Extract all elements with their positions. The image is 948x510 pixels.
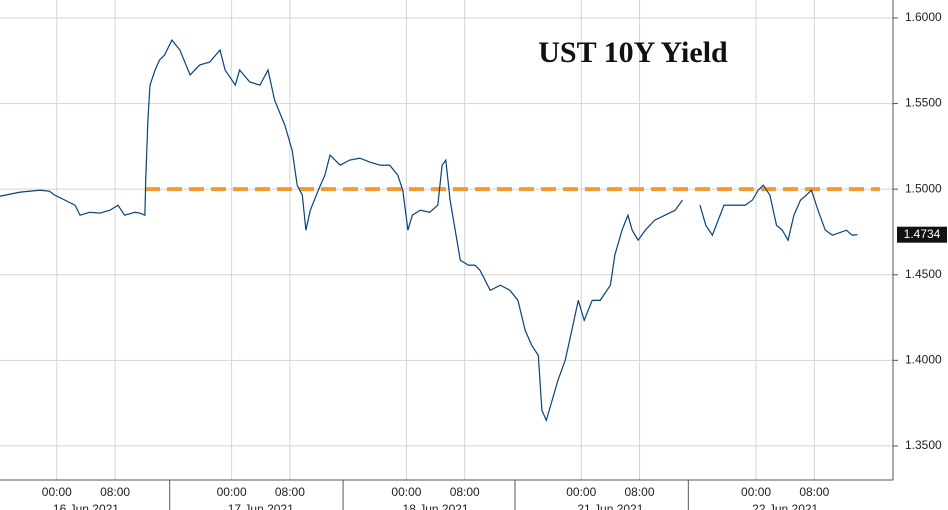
date-label: 18 Jun 2021 — [403, 502, 469, 510]
x-tick-label: 00:00 — [217, 485, 247, 499]
plot-area — [0, 38, 880, 423]
y-tick-label: 1.4000 — [905, 353, 942, 367]
y-tick-label: 1.5500 — [905, 96, 942, 110]
x-tick-label: 08:00 — [625, 485, 655, 499]
x-tick-label: 00:00 — [391, 485, 421, 499]
y-tick-label: 1.6000 — [905, 10, 942, 24]
x-tick-label: 08:00 — [100, 485, 130, 499]
y-tick-label: 1.4500 — [905, 267, 942, 281]
date-label: 21 Jun 2021 — [577, 502, 643, 510]
date-label: 22 Jun 2021 — [752, 502, 818, 510]
y-tick-label: 1.5000 — [905, 181, 942, 195]
x-tick-label: 00:00 — [566, 485, 596, 499]
chart-title: UST 10Y Yield — [538, 36, 728, 69]
y-tick-label: 1.3500 — [905, 438, 942, 452]
yield-line-shadow — [699, 184, 858, 242]
x-tick-label: 00:00 — [741, 485, 771, 499]
x-tick-label: 08:00 — [450, 485, 480, 499]
last-value-box — [897, 226, 947, 243]
x-tick-label: 08:00 — [275, 485, 305, 499]
x-tick-label: 08:00 — [799, 485, 829, 499]
yield-line-shadow — [0, 39, 683, 422]
date-label: 17 Jun 2021 — [228, 502, 294, 510]
axes: 1.3500 1.4000 1.4500 1.5000 1.5500 1.6000 00:0… — [42, 10, 947, 510]
x-tick-label: 00:00 — [42, 485, 72, 499]
last-value-label: 1.4734 — [904, 227, 941, 241]
grid — [0, 0, 893, 480]
date-label: 16 Jun 2021 — [53, 502, 119, 510]
